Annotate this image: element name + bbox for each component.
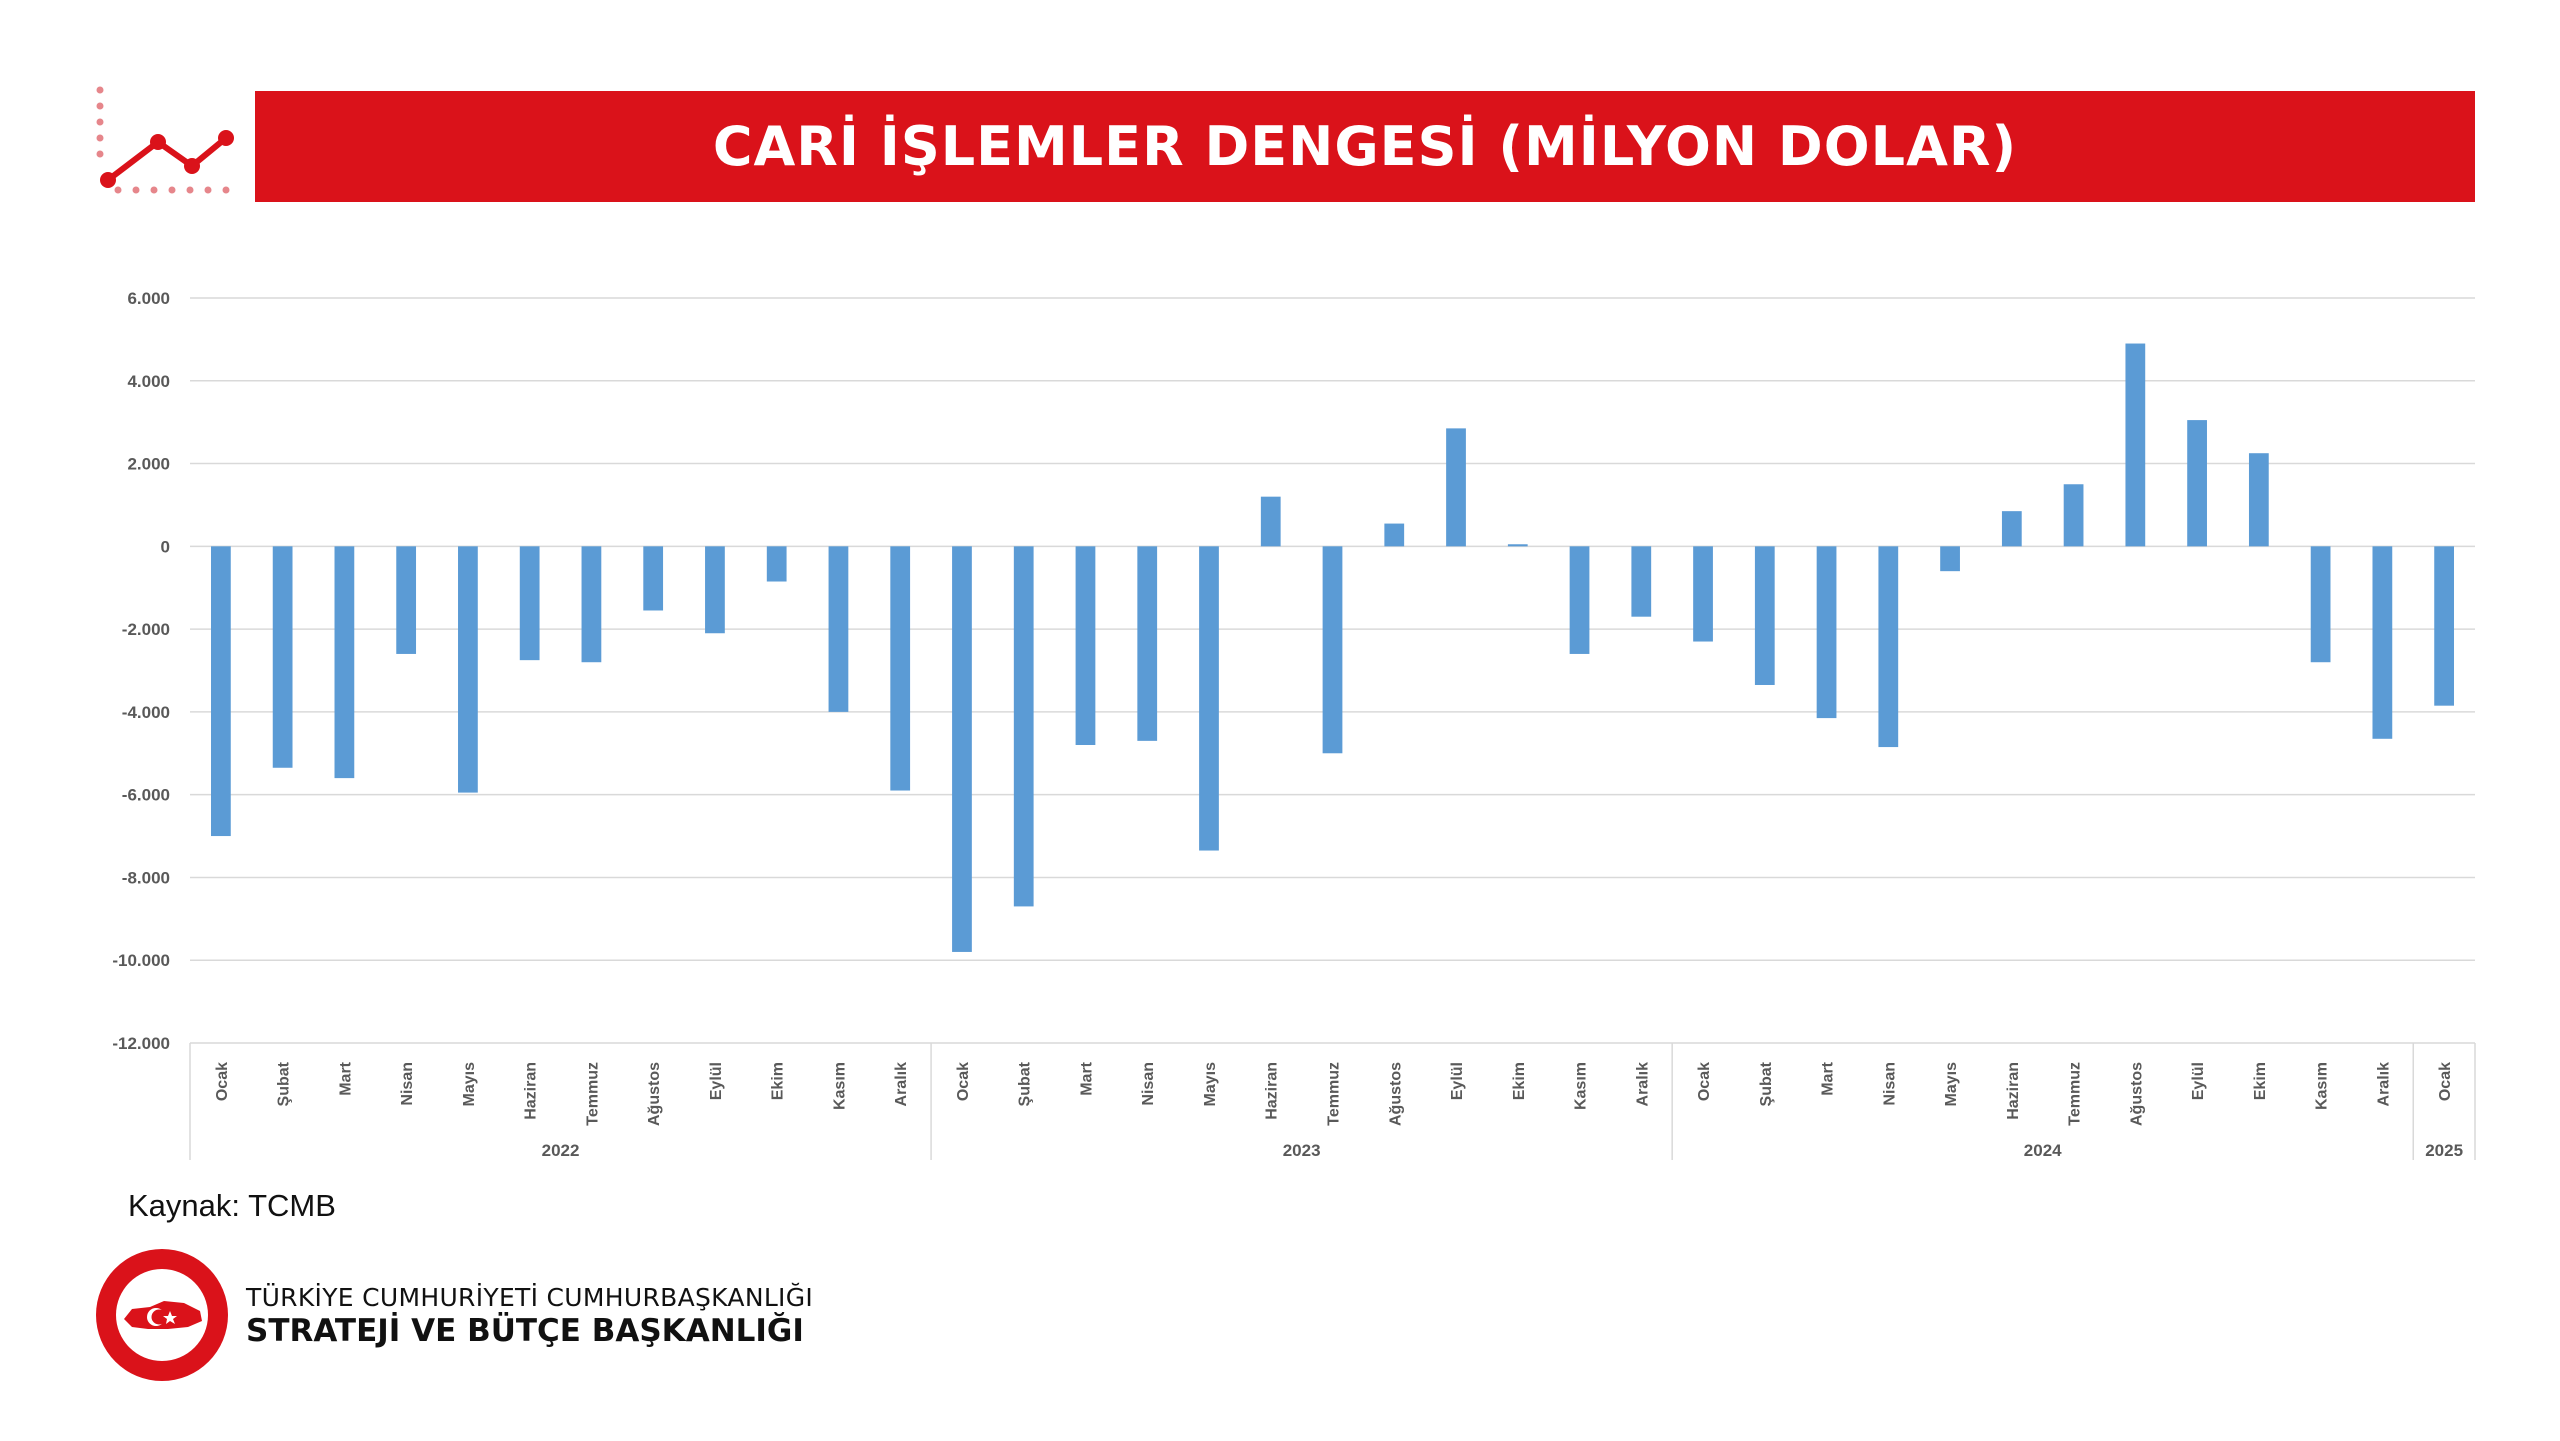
y-tick-label: 4.000 [127,372,170,391]
x-tick-label-month: Ocak [955,1062,972,1101]
x-tick-label-month: Haziran [523,1062,540,1120]
x-tick-label-month: Aralık [1634,1062,1651,1107]
y-tick-label: -12.000 [112,1034,170,1053]
y-tick-label: 2.000 [127,455,170,474]
y-axis-tick-labels: 6.000 4.000 2.000 0 -2.000 -4.000 -6.000 -8.000… [112,289,170,1053]
y-tick-label: -6.000 [122,786,170,805]
x-tick-label-month: Nisan [399,1062,416,1106]
y-tick-label: 0 [161,537,170,556]
x-tick-label-month: Mart [1078,1061,1095,1095]
x-tick-label-month: Temmuz [1326,1062,1343,1126]
y-tick-label: -10.000 [112,951,170,970]
bar [1631,546,1652,617]
org-name-line2: STRATEJİ VE BÜTÇE BAŞKANLIĞI [246,1313,804,1349]
bar [2434,546,2455,706]
x-tick-label-month: Nisan [1140,1062,1157,1106]
bar [2248,453,2269,547]
bar [458,546,478,793]
bar [1446,428,1466,547]
x-tick-label-month: Şubat [276,1061,293,1106]
bar [643,546,664,611]
y-tick-label: -2.000 [122,620,170,639]
bar [1878,546,1899,748]
x-tick-label-month: Ekim [2252,1062,2269,1100]
x-tick-label-month: Ekim [1511,1062,1528,1100]
x-tick-label-month: Mart [337,1061,354,1095]
x-tick-label-month: Aralık [893,1062,910,1107]
institution-seal-icon [96,1249,228,1381]
y-tick-label: -8.000 [122,868,170,887]
x-tick-label-month: Ağustos [2128,1062,2145,1126]
bar [2125,343,2146,547]
bar [2187,420,2207,547]
title-banner: CARİ İŞLEMLER DENGESİ (MİLYON DOLAR) [255,91,2475,202]
x-tick-label-month: Nisan [1881,1062,1898,1106]
bar [2372,546,2393,739]
bar [396,546,417,654]
x-tick-label-month: Ocak [1696,1062,1713,1101]
x-tick-label-month: Mart [1820,1061,1837,1095]
x-group-label-year: 2022 [542,1141,580,1160]
x-tick-label-month: Kasım [2314,1062,2331,1110]
y-tick-label: -4.000 [122,703,170,722]
x-group-label-year: 2025 [2425,1141,2463,1160]
bar [2063,484,2084,547]
x-tick-label-month: Kasım [831,1062,848,1110]
bar [1013,546,1034,907]
bar [1816,546,1837,719]
x-tick-label-month: Haziran [2005,1062,2022,1120]
bar [1940,546,1960,572]
bar [210,546,231,837]
x-axis: Ocak Şubat Mart Nisan Mayıs Haziran Temmuz Ağus… [189,1043,2476,1160]
x-tick-label-month: Şubat [1017,1061,1034,1106]
x-tick-label-month: Haziran [1264,1062,1281,1120]
bar [1569,546,1590,654]
bar [1199,546,1219,851]
bar [1075,546,1096,745]
bar [1693,546,1713,642]
bar [828,546,849,712]
x-tick-label-month: Mayıs [1943,1062,1960,1107]
x-tick-label-month: Ağustos [646,1062,663,1126]
bar [1322,546,1343,754]
bar [952,546,972,952]
x-group-label-year: 2023 [1283,1141,1321,1160]
x-group-label-year: 2024 [2024,1141,2062,1160]
bars [210,343,2455,952]
bar [581,546,602,663]
bar [2310,546,2331,663]
x-tick-label-month: Şubat [1758,1061,1775,1106]
bar [890,546,911,791]
bar [1384,523,1405,547]
bar [2001,511,2022,547]
bar [766,546,787,582]
x-tick-label-month: Temmuz [584,1062,601,1126]
x-tick-label-month: Ocak [2437,1062,2454,1101]
bar [1507,544,1528,547]
page-title: CARİ İŞLEMLER DENGESİ (MİLYON DOLAR) [712,115,2018,178]
x-tick-label-month: Eylül [708,1062,725,1100]
bar [272,546,293,768]
bar [334,546,355,779]
bar [519,546,540,661]
bar [1137,546,1158,741]
x-tick-label-month: Ağustos [1387,1062,1404,1126]
x-tick-label-month: Eylül [2190,1062,2207,1100]
x-tick-label-month: Ekim [770,1062,787,1100]
x-tick-label-month: Mayıs [1202,1062,1219,1107]
bar [1260,496,1281,547]
trend-line-icon [96,86,234,194]
bar [705,546,725,634]
y-tick-label: 6.000 [127,289,170,308]
x-tick-label-month: Temmuz [2067,1062,2084,1126]
x-tick-label-month: Mayıs [461,1062,478,1107]
current-account-bar-chart: 6.000 4.000 2.000 0 -2.000 -4.000 -6.000 -8.000… [112,289,2476,1160]
x-tick-label-month: Ocak [214,1062,231,1101]
x-tick-label-month: Eylül [1449,1062,1466,1100]
x-tick-label-month: Kasım [1573,1062,1590,1110]
x-tick-label-month: Aralık [2375,1062,2392,1107]
source-label: Kaynak: TCMB [128,1188,336,1223]
bar [1754,546,1775,685]
org-name-line1: TÜRKİYE CUMHURİYETİ CUMHURBAŞKANLIĞI [246,1283,814,1312]
